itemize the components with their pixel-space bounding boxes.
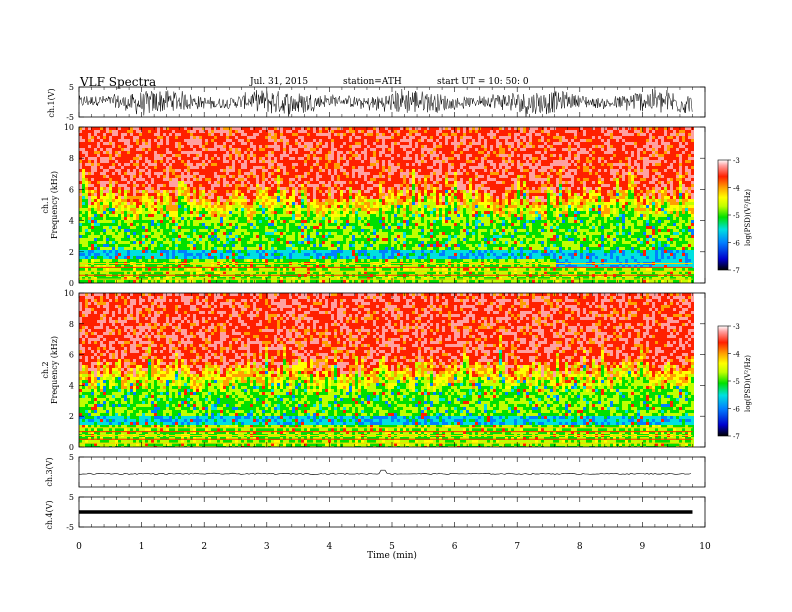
y-tick-label: 5 [69, 493, 74, 502]
x-tick-label: 9 [640, 542, 646, 552]
x-tick-label: 0 [76, 542, 82, 552]
colorbar-tick-label: -4 [733, 185, 740, 193]
x-tick-label: 1 [139, 542, 145, 552]
y-tick-label: -5 [66, 523, 74, 532]
ch2-spec-ylabel-top: ch.2 [41, 361, 50, 378]
figure-title: VLF Spectra [79, 75, 156, 89]
y-tick-label: 10 [64, 123, 74, 132]
ch1-colorbar: -3 -4 -5 -6 -7 log(PSD)(V²/Hz) [717, 157, 752, 275]
y-tick-label: 0 [69, 443, 74, 452]
colorbar-tick-label: -7 [733, 267, 740, 275]
ch4-wave-ylabel: ch.4(V) [45, 500, 54, 529]
y-tick-label: 10 [64, 289, 74, 298]
y-tick-label: 4 [69, 381, 74, 390]
y-tick-label: 4 [69, 217, 74, 226]
ch2-colorbar-gradient [717, 325, 729, 437]
ch1-spec-ylabel: Frequency (kHz) [50, 171, 59, 239]
ch1-spectrogram-panel: 0 2 4 6 8 10 [64, 123, 706, 288]
y-tick-label: 2 [69, 412, 74, 421]
colorbar-tick-label: -5 [733, 212, 740, 220]
y-tick-label: 6 [69, 185, 74, 194]
colorbar-tick-label: -3 [733, 157, 740, 165]
x-tick-label: 7 [514, 542, 520, 552]
colorbar-tick-label: -6 [733, 240, 740, 248]
colorbar-tick-label: -7 [733, 433, 740, 441]
ch1-colorbar-label: log(PSD)(V²/Hz) [744, 189, 752, 246]
ch1-colorbar-gradient [717, 159, 729, 271]
x-tick-label: 10 [699, 542, 711, 552]
start-time-label: start UT = 10: 50: 0 [437, 77, 529, 87]
ch3-wave-ylabel: ch.3(V) [45, 457, 54, 486]
ch1-waveform-panel: 5 -5 [66, 83, 706, 122]
x-tick-label: 5 [389, 542, 395, 552]
y-tick-label: 2 [69, 248, 74, 257]
y-tick-label: 0 [69, 279, 74, 288]
y-tick-label: 5 [69, 83, 74, 92]
ch2-colorbar-label: log(PSD)(V²/Hz) [744, 355, 752, 412]
ch4-waveform-panel: 5 -5 [66, 493, 706, 532]
ch2-spec-ylabel: Frequency (kHz) [50, 336, 59, 404]
ch2-colorbar: -3 -4 -5 -6 -7 log(PSD)(V²/Hz) [717, 323, 752, 441]
date-label: Jul. 31, 2015 [249, 77, 308, 87]
y-tick-label: 5 [69, 453, 74, 462]
ch1-waveform-trace [78, 88, 693, 117]
x-axis-label: Time (min) [367, 550, 417, 561]
y-tick-label: -5 [66, 113, 74, 122]
colorbar-tick-label: -5 [733, 378, 740, 386]
x-tick-label: 8 [577, 542, 583, 552]
x-tick-label: 6 [452, 542, 458, 552]
x-tick-labels: 0 1 2 3 4 5 6 7 8 9 10 [76, 542, 711, 552]
y-tick-label: 8 [69, 154, 74, 163]
colorbar-tick-label: -3 [733, 323, 740, 331]
colorbar-tick-label: -4 [733, 351, 740, 359]
ch1-spec-heatmap-cells [79, 127, 694, 283]
ch1-wave-ylabel: ch.1(V) [47, 88, 56, 117]
x-tick-label: 4 [327, 542, 333, 552]
x-tick-label: 3 [264, 542, 270, 552]
y-tick-label: 8 [69, 320, 74, 329]
ch2-spec-heatmap-cells [79, 293, 694, 447]
x-tick-label: 2 [201, 542, 207, 552]
y-tick-label: 6 [69, 351, 74, 360]
ch3-waveform-trace [78, 469, 692, 475]
ch2-spectrogram-panel: 0 2 4 6 8 10 [64, 289, 706, 452]
ch1-spec-ylabel-top: ch.1 [41, 196, 50, 213]
station-label: station=ATH [343, 77, 402, 87]
colorbar-tick-label: -6 [733, 406, 740, 414]
ch3-waveform-panel: 5 [69, 453, 706, 488]
